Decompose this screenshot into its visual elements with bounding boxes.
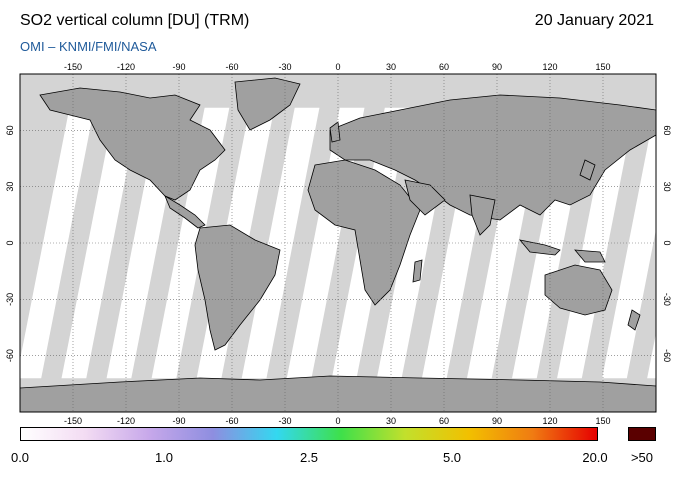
lat-tick-right: -60 — [662, 349, 672, 362]
lon-tick-top: 120 — [542, 62, 557, 72]
lon-tick-bottom: 90 — [492, 416, 502, 426]
land-masses — [20, 77, 656, 412]
africa — [307, 159, 421, 306]
colorbar-label-1: 1.0 — [154, 450, 174, 465]
lat-tick-left: -30 — [5, 293, 15, 306]
lat-lon-grid — [20, 74, 656, 412]
lon-tick-top: -60 — [225, 62, 238, 72]
lon-tick-bottom: 30 — [386, 416, 396, 426]
eurasia — [329, 94, 656, 221]
india — [469, 194, 496, 236]
lon-tick-bottom: -150 — [64, 416, 82, 426]
lon-tick-top: -150 — [64, 62, 82, 72]
central-america — [164, 195, 206, 229]
map-frame — [19, 73, 657, 413]
colorbar-label-2: 2.5 — [299, 450, 319, 465]
lon-tick-top: -30 — [278, 62, 291, 72]
lon-tick-bottom: -30 — [278, 416, 291, 426]
lon-tick-bottom: 120 — [542, 416, 557, 426]
colorbar-label-0: 0.0 — [10, 450, 30, 465]
new-guinea — [574, 249, 606, 263]
lon-tick-top: -90 — [172, 62, 185, 72]
map-title: SO2 vertical column [DU] (TRM) — [20, 12, 250, 29]
japan — [579, 159, 596, 181]
lon-tick-top: 0 — [335, 62, 340, 72]
new-zealand — [627, 309, 641, 331]
lon-tick-bottom: 0 — [335, 416, 340, 426]
lon-tick-top: 90 — [492, 62, 502, 72]
antarctica — [20, 375, 656, 412]
lon-tick-bottom: 150 — [595, 416, 610, 426]
axis-ticks: -150 -150 -120 -120 -90 -90 -60 -60 -30 -30 0 0 30 30… — [5, 62, 672, 426]
swath — [151, 107, 230, 379]
lon-tick-bottom: -60 — [225, 416, 238, 426]
colorbar-overflow-label: >50 — [630, 450, 654, 465]
colorbar-overflow-box — [628, 427, 656, 441]
lon-tick-bottom: -90 — [172, 416, 185, 426]
british-isles — [329, 121, 341, 143]
lon-tick-top: 150 — [595, 62, 610, 72]
lon-tick-top: 60 — [439, 62, 449, 72]
lon-tick-bottom: 60 — [439, 416, 449, 426]
swath — [241, 107, 320, 379]
arabia — [404, 179, 446, 216]
swath — [61, 107, 140, 379]
lat-tick-left: 60 — [5, 125, 15, 135]
swath — [20, 107, 95, 379]
south-america — [194, 224, 281, 351]
map-date: 20 January 2021 — [534, 12, 654, 29]
colorbar-label-4: 20.0 — [582, 450, 608, 465]
lat-tick-right: -30 — [662, 293, 672, 306]
colorbar — [20, 427, 598, 441]
lat-tick-right: 60 — [662, 125, 672, 135]
lat-tick-left: 0 — [5, 240, 15, 245]
madagascar — [412, 259, 423, 283]
lat-tick-left: -60 — [5, 349, 15, 362]
lon-tick-bottom: -120 — [117, 416, 135, 426]
lat-tick-right: 0 — [662, 240, 672, 245]
lon-tick-top: -120 — [117, 62, 135, 72]
lat-tick-left: 30 — [5, 182, 15, 192]
colorbar-label-3: 5.0 — [442, 450, 462, 465]
lon-tick-top: 30 — [386, 62, 396, 72]
greenland — [234, 77, 301, 131]
lat-tick-right: 30 — [662, 182, 672, 192]
data-source: OMI – KNMI/FMI/NASA — [20, 39, 157, 54]
swath — [647, 333, 656, 379]
